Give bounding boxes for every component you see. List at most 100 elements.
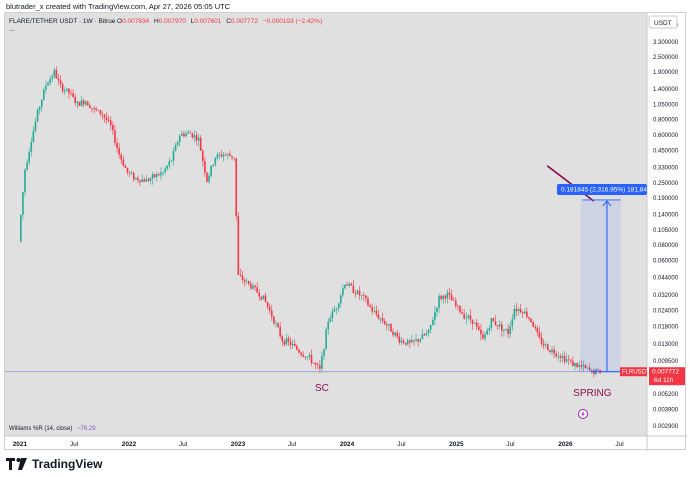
candle-body	[471, 319, 474, 324]
candle-body	[174, 145, 177, 152]
candle-body	[400, 340, 403, 343]
candle-body	[168, 161, 171, 166]
candle-body	[103, 114, 106, 118]
trendline[interactable]	[546, 165, 595, 202]
candle-body	[260, 296, 263, 300]
candle-body	[348, 283, 350, 286]
chart-frame: 4.5000003.3000002.5000001.9000001.400000…	[4, 12, 687, 451]
measure-range[interactable]	[580, 199, 621, 372]
candle-body	[398, 336, 401, 343]
candle-body	[576, 363, 578, 367]
candle-body	[494, 321, 497, 326]
candle-body	[582, 365, 585, 367]
candle-body	[484, 334, 486, 339]
candle-body	[486, 330, 488, 335]
candle-body	[155, 174, 158, 178]
candle-body	[160, 172, 162, 176]
price-tick-label: 0.032000	[653, 293, 679, 299]
candle-body	[57, 78, 60, 81]
candle-body	[496, 325, 499, 327]
time-tick-label: Jul	[70, 441, 79, 448]
currency-button[interactable]	[648, 15, 678, 29]
candle-body	[588, 367, 591, 371]
candle-body	[30, 142, 33, 152]
drawings-layer	[5, 165, 647, 373]
candle-body	[158, 174, 160, 176]
candle-body	[584, 365, 587, 369]
candle-body	[233, 157, 235, 159]
candle-body	[55, 69, 58, 79]
candle-body	[450, 294, 453, 301]
candle-body	[469, 315, 472, 320]
candle-body	[555, 353, 557, 357]
candle-body	[521, 312, 524, 314]
candle-body	[339, 295, 342, 304]
time-axis[interactable]: 2021 Jul 2022 Jul 2023 Jul 2024 Jul 2025 Jul 2026 J…	[13, 441, 625, 448]
candle-body	[461, 312, 463, 314]
more-dots[interactable]: ...	[9, 26, 15, 33]
candle-body	[314, 363, 317, 365]
candle-body	[404, 342, 407, 345]
candle-body	[66, 88, 68, 91]
candle-body	[350, 283, 353, 286]
time-tick-label: 2023	[231, 441, 246, 448]
candle-body	[93, 108, 95, 109]
candle-body	[199, 137, 202, 151]
candle-body	[528, 317, 530, 319]
measure-label: 0.181845 (2,316.95%) 181,845	[561, 186, 651, 193]
candle-body	[72, 93, 74, 97]
candle-body	[206, 172, 208, 182]
candle-body	[116, 142, 118, 149]
candle-body	[509, 326, 511, 335]
bar-countdown: 6d 11h	[654, 377, 674, 384]
candle-body	[43, 89, 45, 100]
price-tick-label: 0.044000	[653, 276, 679, 282]
tradingview-logo[interactable]: TradingView	[6, 457, 102, 471]
candle-body	[210, 165, 212, 176]
price-chart[interactable]: 4.5000003.3000002.5000001.9000001.400000…	[5, 13, 687, 451]
close-value: 0.007772	[231, 18, 258, 25]
candle-body	[183, 133, 185, 137]
candle-body	[141, 179, 143, 182]
candle-body	[189, 132, 192, 134]
candle-body	[118, 148, 120, 155]
candle-body	[377, 314, 380, 319]
candle-body	[287, 338, 290, 342]
candle-body	[304, 356, 307, 358]
replay-icon[interactable]	[578, 409, 588, 419]
candle-body	[124, 165, 127, 168]
candle-body	[429, 324, 432, 330]
candle-body	[526, 311, 528, 318]
candle-body	[511, 318, 514, 327]
candle-body	[369, 305, 371, 307]
price-tick-label: 0.600000	[653, 133, 679, 139]
symbol-price-tag	[620, 367, 647, 377]
candle-body	[396, 332, 399, 337]
candle-body	[201, 150, 204, 161]
candle-body	[95, 108, 97, 110]
measure-label-box	[557, 183, 647, 195]
candle-body	[256, 287, 258, 293]
candle-body	[222, 154, 225, 157]
time-tick-label: 2021	[13, 441, 28, 448]
candle-body	[308, 354, 311, 357]
spring-annotation: SPRING	[573, 388, 612, 399]
candle-body	[498, 324, 501, 327]
candle-body	[285, 338, 288, 345]
candle-body	[390, 324, 392, 332]
candle-body	[38, 106, 41, 111]
candle-body	[310, 354, 313, 363]
candle-body	[59, 80, 62, 85]
candle-body	[89, 105, 91, 109]
candle-body	[517, 309, 520, 311]
candle-body	[580, 365, 583, 367]
candle-body	[208, 175, 210, 182]
candle-body	[36, 110, 39, 122]
candle-body	[459, 305, 461, 313]
candle-body	[63, 90, 66, 92]
candle-body	[109, 120, 112, 126]
candle-body	[149, 178, 152, 181]
time-tick-label: 2025	[449, 441, 464, 448]
price-tick-label: 0.009500	[653, 359, 679, 365]
candle-body	[534, 326, 537, 329]
